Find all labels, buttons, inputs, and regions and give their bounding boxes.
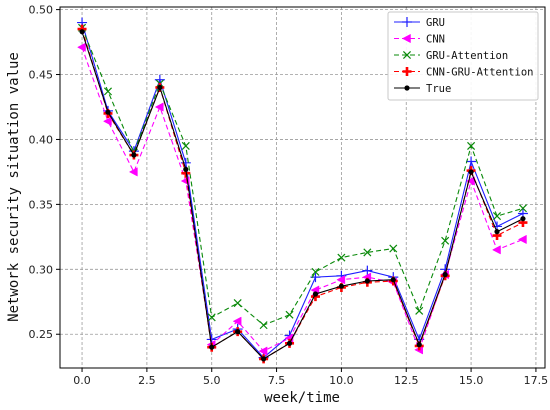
plot-frame [59,6,546,369]
data-point-gru-attention [285,310,294,319]
data-point-gru-attention [389,244,398,253]
x-tick-label: 2.5 [138,374,156,387]
data-point-cnn [102,116,112,126]
data-point-gru [466,156,477,167]
data-point-true [105,109,111,115]
x-tick-label: 0.0 [73,374,91,387]
series-layer [77,17,528,364]
data-point-gru-attention [337,253,346,262]
legend-label: GRU [426,17,445,29]
data-point-cnn [77,42,86,52]
legend-label: CNN-GRU-Attention [426,67,533,79]
data-point-true [494,229,500,235]
data-point-true [416,342,422,348]
y-tick-label: 0.45 [29,69,54,82]
series-line-cnn [81,47,524,352]
legend-label: CNN [426,34,445,46]
data-point-true [260,356,267,362]
legend-entry-cnn: CNN [394,34,445,46]
legend-entry-gru-attention: GRU-Attention [394,50,508,62]
data-point-true [442,271,448,278]
data-point-gru [362,265,373,276]
series-line-gru [81,22,524,359]
y-tick-label: 0.30 [29,263,54,276]
data-point-true [338,283,345,289]
data-point-true [312,291,319,297]
data-point-true [209,344,215,350]
series-true [79,29,526,362]
legend-box [387,11,539,101]
y-axis-label: Network security situation value [6,52,22,322]
legend-label: True [426,83,451,95]
data-point-cnn [517,234,527,245]
legend-entry-gru: GRU [394,17,445,29]
legend-marker [402,50,412,60]
legend-marker [404,85,410,91]
x-tick-label: 10.0 [329,374,354,387]
x-tick-label: 5.0 [203,374,221,387]
series-line-true [81,31,524,360]
legend-entry-cnn-gru-attention: CNN-GRU-Attention [394,67,533,79]
legend-marker [402,67,412,76]
data-point-true [79,29,85,35]
data-point-cnn [491,245,501,255]
data-point-true [157,84,163,91]
data-point-gru-attention [441,236,450,245]
y-tick-label: 0.35 [29,198,54,211]
data-point-true [468,169,474,175]
x-axis-label: week/time [264,390,340,406]
legend-items: GRU CNN GRU-Attention CNN-GRU-Attention True [394,17,533,95]
data-point-gru-attention [103,87,113,96]
data-point-gru-attention [207,313,216,322]
legend-marker [401,33,411,44]
x-tick-label: 12.5 [394,374,419,387]
y-tick-label: 0.25 [29,328,54,341]
data-point-cnn [128,167,138,177]
legend: GRU CNN GRU-Attention CNN-GRU-Attention True [387,11,539,101]
data-point-gru-attention [259,321,268,330]
x-tick-label: 15.0 [459,374,484,387]
data-point-cnn [154,102,164,112]
data-point-true [364,278,370,284]
data-point-cnn [232,316,242,326]
data-point-true [390,277,396,283]
data-point-true [520,216,526,222]
y-tick-label: 0.50 [29,4,54,17]
data-point-gru-attention [492,212,502,221]
data-point-true [286,340,293,346]
data-point-true [235,329,241,335]
data-point-gru-attention [467,141,476,150]
legend-entry-true: True [394,83,451,95]
legend-marker [402,17,412,27]
data-point-true [183,166,189,172]
series-line-gru-attention [81,27,524,326]
y-axis-ticks: 0.25 0.30 0.35 0.40 0.45 0.50 [29,4,60,341]
x-tick-label: 7.5 [268,374,286,387]
data-point-gru-attention [363,248,372,257]
data-point-gru-attention [233,299,242,308]
y-tick-label: 0.40 [29,133,54,146]
data-point-gru-attention [181,141,190,150]
x-axis-ticks: 0.0 2.5 5.0 7.5 10.0 12.5 15.0 17.5 [73,368,548,387]
data-point-true [131,152,137,158]
data-point-cnn [258,346,268,356]
data-point-cnn [336,275,346,285]
legend-label: GRU-Attention [426,50,508,62]
data-point-gru-attention [518,204,527,213]
data-point-gru-attention [311,267,320,276]
data-point-gru-attention [415,306,424,315]
x-tick-label: 17.5 [524,374,549,387]
